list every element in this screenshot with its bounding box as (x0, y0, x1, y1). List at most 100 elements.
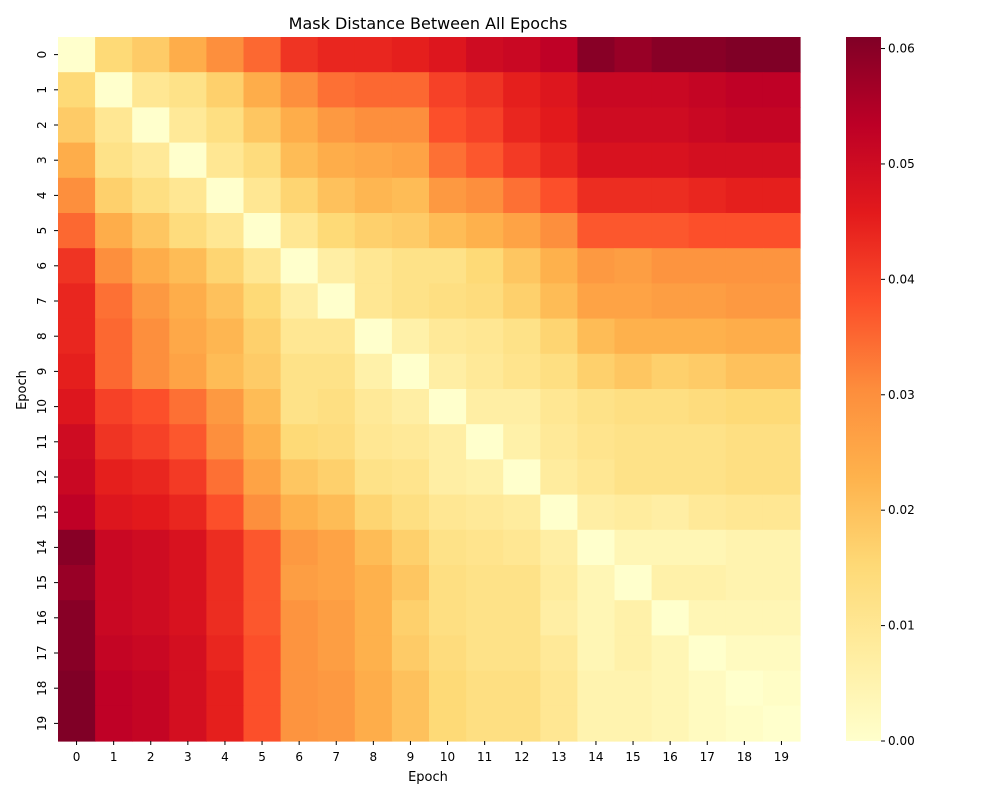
heatmap-cell (280, 248, 319, 284)
heatmap-cell (206, 389, 245, 425)
heatmap-cell (429, 389, 467, 425)
heatmap-cell (354, 494, 393, 531)
heatmap-cell (651, 670, 690, 707)
heatmap-cell (58, 424, 96, 460)
heatmap-cell (391, 635, 430, 672)
heatmap-cell (58, 107, 96, 144)
heatmap-cell (688, 494, 727, 531)
heatmap-cell (577, 213, 616, 249)
heatmap-cell (688, 72, 727, 108)
heatmap-cell (762, 670, 801, 707)
heatmap-cell (280, 177, 319, 214)
heatmap-cell (132, 37, 170, 73)
colorbar (846, 37, 881, 741)
heatmap-cell (280, 705, 319, 742)
heatmap-cell (429, 107, 467, 144)
heatmap-cell (651, 283, 690, 320)
heatmap-cell (95, 600, 133, 636)
heatmap-cell (243, 670, 282, 707)
heatmap-cell (354, 248, 393, 284)
heatmap-cell (243, 353, 282, 390)
heatmap-cell (169, 635, 207, 672)
heatmap-cell (577, 459, 616, 496)
heatmap-cell (243, 142, 282, 179)
heatmap-cell (243, 318, 282, 355)
heatmap-cell (95, 389, 133, 425)
heatmap-cell (762, 459, 801, 496)
heatmap-cell (503, 600, 541, 636)
heatmap-cell (651, 177, 690, 214)
heatmap-cell (651, 72, 690, 108)
heatmap-cell (688, 177, 727, 214)
heatmap-cell (429, 283, 467, 320)
heatmap-cell (391, 177, 430, 214)
heatmap-cell (58, 283, 96, 320)
heatmap-cell (58, 529, 96, 566)
heatmap-cell (429, 353, 467, 390)
heatmap-cell (243, 389, 282, 425)
heatmap-cell (540, 389, 578, 425)
heatmap-cell (540, 37, 578, 73)
heatmap-cell (95, 494, 133, 531)
heatmap-cell (762, 353, 801, 390)
heatmap-cell (466, 142, 504, 179)
x-tick-label: 12 (514, 750, 529, 764)
heatmap-cell (466, 529, 504, 566)
heatmap-cell (169, 213, 207, 249)
heatmap-cell (540, 635, 578, 672)
heatmap-cell (169, 107, 207, 144)
heatmap-cell (58, 213, 96, 249)
heatmap-cell (243, 177, 282, 214)
heatmap-cell (95, 283, 133, 320)
heatmap-cell (354, 213, 393, 249)
heatmap-cell (58, 318, 96, 355)
heatmap-cell (95, 142, 133, 179)
heatmap-cell (688, 353, 727, 390)
heatmap-cell (651, 424, 690, 460)
heatmap-cell (503, 142, 541, 179)
heatmap-cell (540, 318, 578, 355)
y-tick-label: 0 (35, 51, 49, 59)
heatmap-cell (317, 600, 356, 636)
heatmap-cell (317, 213, 356, 249)
heatmap-cell (317, 494, 356, 531)
heatmap-cell (725, 529, 764, 566)
heatmap-cell (577, 494, 616, 531)
y-tick-label: 5 (35, 227, 49, 235)
heatmap-cell (206, 459, 245, 496)
heatmap-cell (243, 600, 282, 636)
heatmap-cell (614, 283, 653, 320)
heatmap-cell (762, 37, 801, 73)
heatmap-cell (354, 177, 393, 214)
heatmap-cell (132, 635, 170, 672)
heatmap-cell (762, 213, 801, 249)
heatmap-cell (391, 670, 430, 707)
heatmap-cells (58, 37, 801, 742)
heatmap-cell (429, 635, 467, 672)
heatmap-cell (725, 635, 764, 672)
heatmap-cell (540, 283, 578, 320)
heatmap-cell (577, 565, 616, 601)
heatmap-cell (391, 283, 430, 320)
heatmap-cell (132, 600, 170, 636)
heatmap-cell (429, 459, 467, 496)
heatmap-cell (540, 353, 578, 390)
heatmap-cell (354, 565, 393, 601)
heatmap-cell (206, 283, 245, 320)
heatmap-cell (503, 494, 541, 531)
heatmap-cell (614, 177, 653, 214)
heatmap-cell (577, 248, 616, 284)
heatmap-cell (169, 389, 207, 425)
heatmap-cell (429, 213, 467, 249)
heatmap-cell (58, 37, 96, 73)
heatmap-cell (762, 72, 801, 108)
heatmap-cell (725, 705, 764, 742)
heatmap-cell (132, 248, 170, 284)
heatmap-cell (243, 459, 282, 496)
heatmap-cell (577, 529, 616, 566)
heatmap-cell (762, 283, 801, 320)
heatmap-cell (280, 424, 319, 460)
heatmap-cell (169, 529, 207, 566)
heatmap-cell (169, 318, 207, 355)
heatmap-cell (688, 248, 727, 284)
